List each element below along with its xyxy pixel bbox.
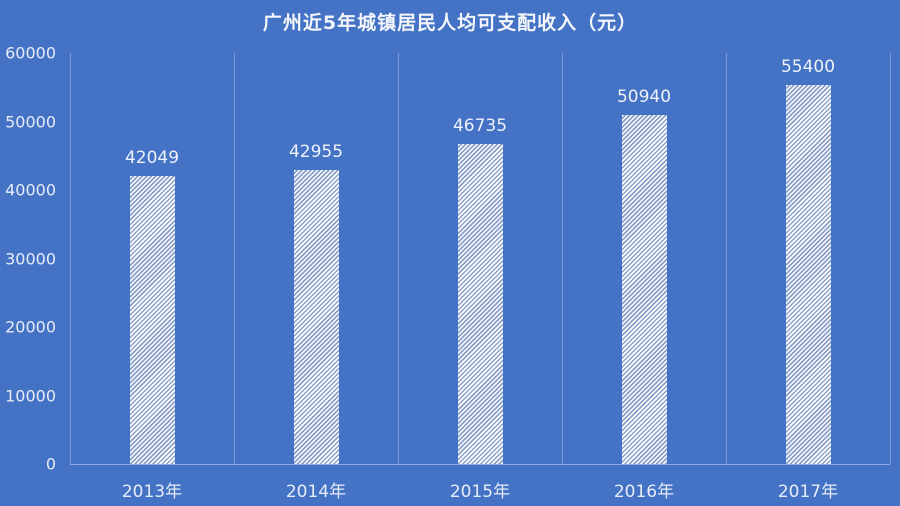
y-tick-label: 30000 [5, 249, 56, 268]
bar [785, 84, 831, 464]
y-tick-label: 20000 [5, 317, 56, 337]
bar [457, 143, 503, 464]
data-label: 46735 [452, 115, 508, 136]
gridline [70, 53, 71, 464]
gridline [890, 53, 891, 464]
y-tick-label: 50000 [5, 112, 56, 131]
bar [293, 169, 339, 464]
x-tick-label: 2015年 [449, 482, 511, 502]
plot-area: 42049 42955 46735 50940 55400 [70, 53, 891, 465]
data-label: 55400 [780, 56, 836, 77]
x-tick-label: 2017年 [777, 482, 839, 502]
y-tick-label: 0 [45, 454, 56, 474]
x-tick-label: 2014年 [285, 482, 347, 502]
y-tick-label: 40000 [5, 180, 56, 200]
bar [621, 115, 667, 464]
y-tick-label: 60000 [5, 43, 56, 63]
gridline [562, 53, 563, 464]
gridline [234, 53, 235, 464]
chart-title: 广州近5年城镇居民人均可支配收入（元） [262, 12, 638, 34]
data-label: 42049 [124, 147, 180, 168]
x-tick-label: 2013年 [121, 482, 183, 502]
bar [129, 175, 175, 464]
data-label: 50940 [616, 87, 672, 108]
y-tick-label: 10000 [5, 386, 56, 405]
data-label: 42955 [288, 141, 344, 162]
gridline [398, 53, 399, 464]
x-tick-label: 2016年 [613, 482, 675, 502]
x-axis-line [70, 464, 890, 465]
gridline [726, 53, 727, 464]
